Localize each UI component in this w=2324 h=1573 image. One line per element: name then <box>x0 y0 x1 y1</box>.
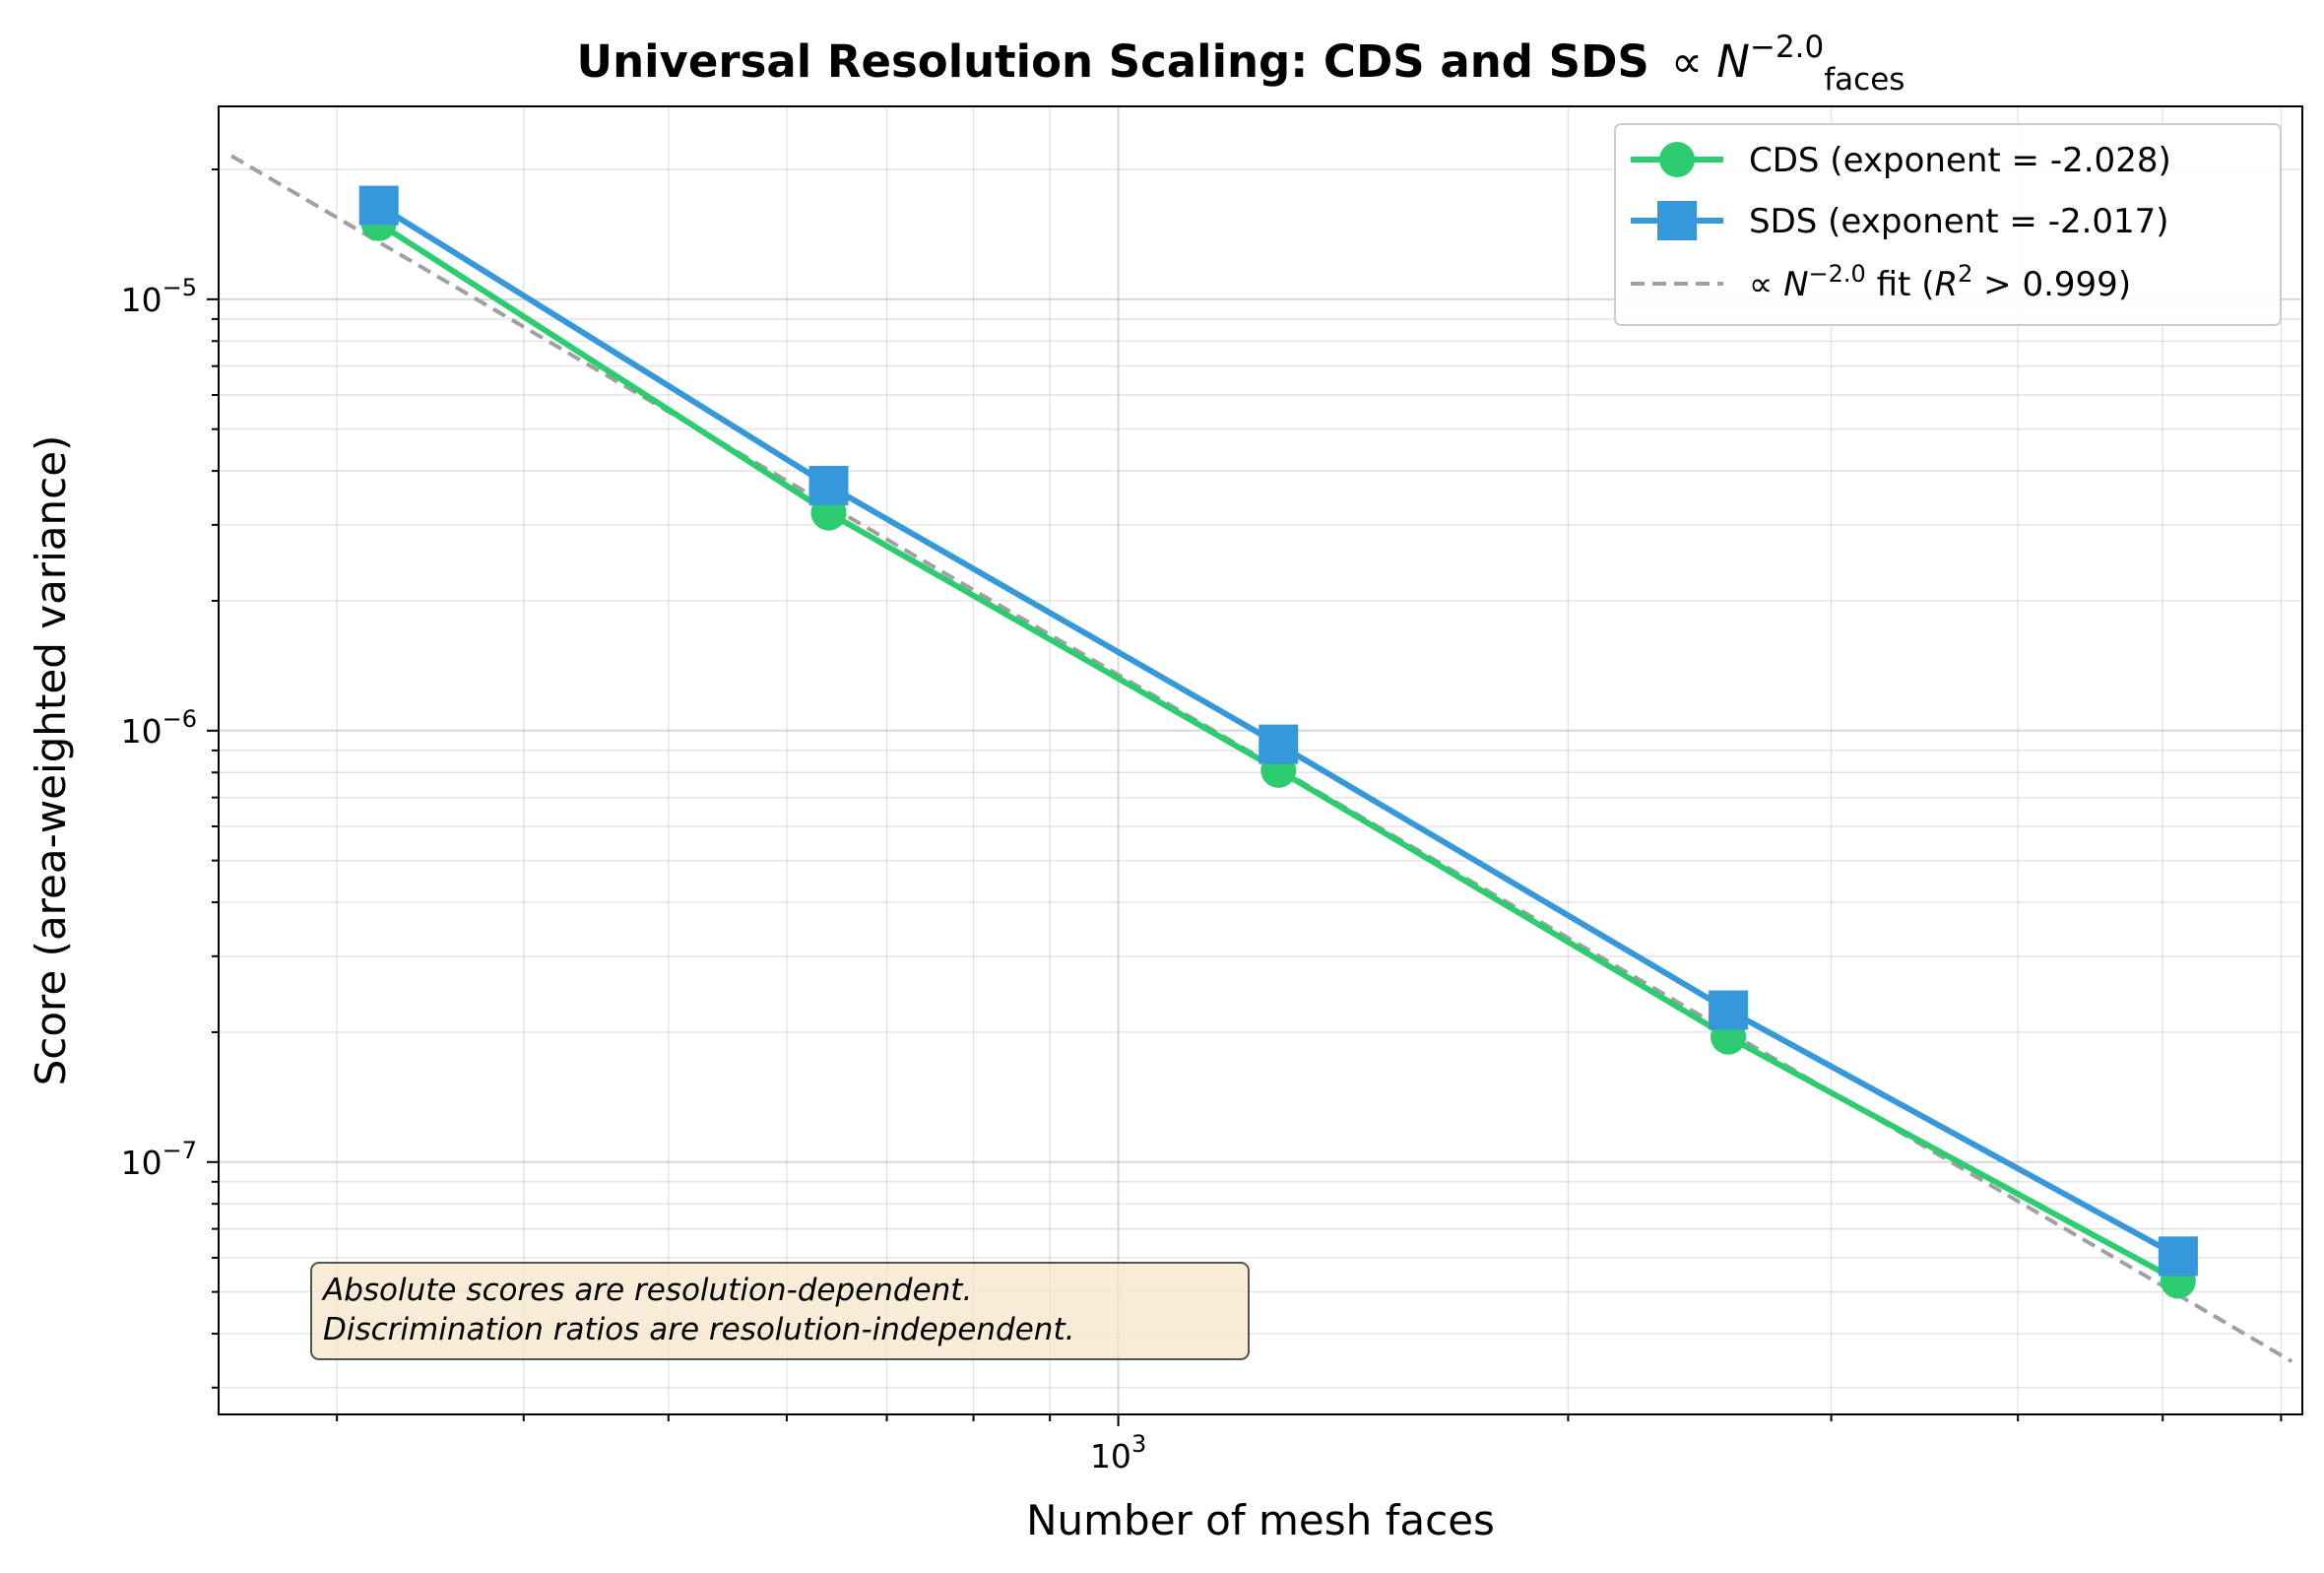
chart-title-text: Universal Resolution Scaling: CDS and SD… <box>577 35 1649 88</box>
legend-label-cds: CDS (exponent = -2.028) <box>1749 141 2171 180</box>
y-tick-label: 10−7 <box>121 1137 197 1182</box>
legend-label-fit: ∝ N−2.0 fit (R2 > 0.999) <box>1749 260 2131 304</box>
title-math-subscript: faces <box>1824 62 1904 98</box>
legend-fit-prefix: ∝ <box>1749 265 1783 304</box>
annotation-line-2: Discrimination ratios are resolution-ind… <box>323 1312 1074 1347</box>
sds-point <box>358 185 399 226</box>
y-tick-label-exp: −7 <box>162 1137 197 1164</box>
legend-marker-square <box>1657 201 1697 240</box>
legend: CDS (exponent = -2.028) SDS (exponent = -… <box>1614 123 2282 326</box>
legend-fit-sup: −2.0 <box>1809 260 1866 288</box>
y-tick-label: 10−6 <box>121 705 197 751</box>
plot-frame <box>218 105 2303 1415</box>
sds-point <box>808 465 849 505</box>
legend-fit-mid: fit ( <box>1866 265 1935 304</box>
x-tick-label-exp: 3 <box>1131 1430 1146 1458</box>
annotation-box: Absolute scores are resolution-dependent… <box>310 1262 1250 1360</box>
title-math-prefix: ∝ <box>1671 35 1716 88</box>
legend-label-sds: SDS (exponent = -2.017) <box>1749 202 2169 241</box>
y-axis-label: Score (area-weighted variance) <box>27 435 75 1086</box>
title-math-superscript: −2.0 <box>1750 30 1824 65</box>
sds-point <box>1259 724 1299 764</box>
title-math-base: N <box>1716 35 1750 88</box>
chart-title: Universal Resolution Scaling: CDS and SD… <box>577 30 1905 98</box>
legend-fit-r: R <box>1934 265 1958 304</box>
y-tick-label-exp: −5 <box>162 274 197 301</box>
y-tick-label-base: 10 <box>121 1144 162 1182</box>
legend-box <box>1614 123 2282 326</box>
legend-fit-suffix: > 0.999) <box>1972 265 2131 304</box>
x-tick-label-base: 10 <box>1090 1437 1131 1475</box>
y-tick-label-base: 10 <box>121 712 162 751</box>
annotation-background <box>310 1262 1250 1360</box>
legend-fit-r-sup: 2 <box>1958 260 1972 288</box>
legend-marker-circle <box>1659 142 1695 177</box>
y-tick-label-base: 10 <box>121 281 162 319</box>
x-axis-label: Number of mesh faces <box>1026 1496 1495 1544</box>
y-tick-label: 10−5 <box>121 274 197 319</box>
annotation-line-1: Absolute scores are resolution-dependent… <box>321 1273 972 1308</box>
x-tick-label: 103 <box>1090 1430 1146 1475</box>
y-tick-label-exp: −6 <box>162 705 197 733</box>
legend-fit-base: N <box>1783 265 1808 304</box>
sds-point <box>2158 1236 2198 1277</box>
sds-point <box>1709 990 1749 1030</box>
series-layer <box>358 185 2198 1299</box>
